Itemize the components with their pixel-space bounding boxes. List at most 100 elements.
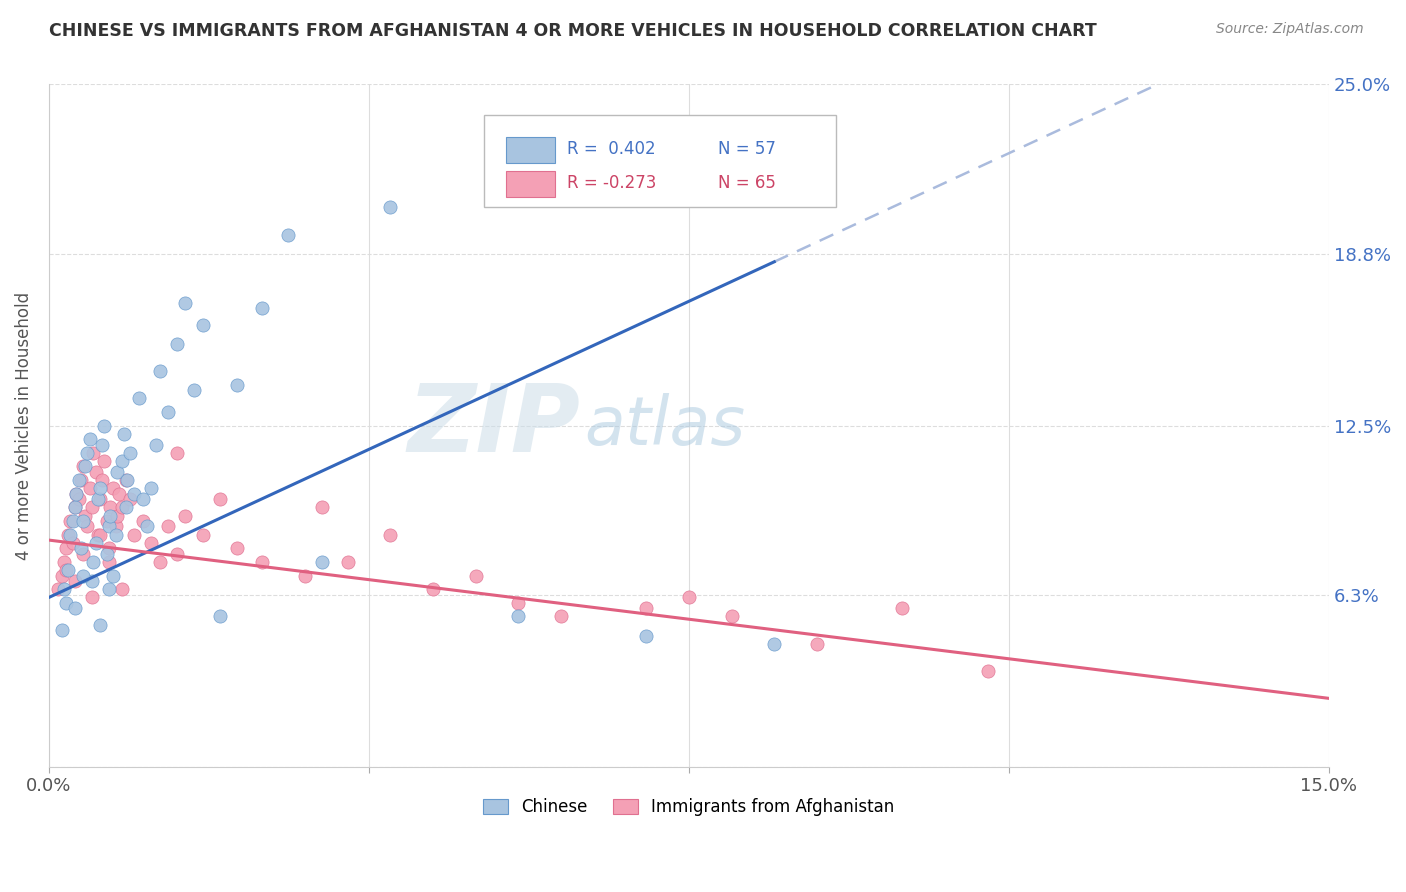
Bar: [506, 171, 554, 197]
Point: [132, 492, 155, 507]
Point: [89, 492, 111, 507]
Point: [311, 500, 333, 515]
Point: [208, 492, 231, 507]
Point: [141, 536, 163, 550]
Point: [80, 574, 103, 588]
Point: [80, 591, 103, 605]
Point: [89, 481, 111, 495]
Point: [55, 596, 77, 610]
Point: [76, 446, 98, 460]
Point: [89, 617, 111, 632]
Point: [183, 383, 205, 397]
Point: [93, 418, 115, 433]
Point: [63, 601, 86, 615]
Point: [166, 547, 188, 561]
Point: [97, 519, 120, 533]
Point: [105, 508, 128, 523]
Point: [82, 446, 104, 460]
Point: [336, 555, 359, 569]
Point: [118, 492, 141, 507]
Point: [149, 364, 172, 378]
Text: N = 65: N = 65: [718, 174, 776, 193]
Point: [70, 541, 93, 556]
Point: [90, 473, 112, 487]
Point: [508, 609, 530, 624]
Point: [101, 481, 124, 495]
Point: [136, 519, 159, 533]
Text: ZIP: ZIP: [408, 379, 581, 472]
Point: [110, 582, 132, 597]
Bar: [506, 137, 554, 163]
Y-axis label: 4 or more Vehicles in Household: 4 or more Vehicles in Household: [15, 292, 32, 559]
Point: [70, 473, 93, 487]
Point: [72, 514, 94, 528]
Point: [294, 568, 316, 582]
Point: [84, 536, 107, 550]
Point: [72, 459, 94, 474]
Text: N = 57: N = 57: [718, 140, 776, 158]
Text: R =  0.402: R = 0.402: [568, 140, 657, 158]
Point: [141, 481, 163, 495]
Point: [636, 601, 658, 615]
Point: [174, 508, 197, 523]
Point: [464, 568, 486, 582]
Point: [636, 629, 658, 643]
Point: [46, 582, 69, 597]
Point: [80, 500, 103, 515]
Point: [149, 555, 172, 569]
Point: [720, 609, 742, 624]
Point: [252, 555, 274, 569]
Point: [225, 541, 247, 556]
Point: [114, 500, 136, 515]
Point: [806, 637, 828, 651]
Point: [114, 473, 136, 487]
Point: [82, 555, 104, 569]
Point: [51, 568, 73, 582]
Point: [55, 541, 77, 556]
Point: [62, 514, 84, 528]
Point: [67, 492, 90, 507]
Text: R = -0.273: R = -0.273: [568, 174, 657, 193]
Point: [105, 465, 128, 479]
Point: [380, 527, 402, 541]
Point: [380, 200, 402, 214]
Point: [110, 454, 132, 468]
Point: [96, 547, 118, 561]
Point: [56, 563, 79, 577]
Point: [157, 405, 180, 419]
Point: [422, 582, 444, 597]
Point: [59, 514, 82, 528]
Point: [225, 377, 247, 392]
Point: [51, 623, 73, 637]
Point: [76, 519, 98, 533]
Point: [166, 446, 188, 460]
Legend: Chinese, Immigrants from Afghanistan: Chinese, Immigrants from Afghanistan: [477, 792, 901, 823]
Point: [87, 527, 110, 541]
Point: [166, 336, 188, 351]
Point: [65, 486, 87, 500]
Point: [53, 582, 76, 597]
Point: [976, 664, 998, 678]
Point: [132, 514, 155, 528]
Point: [96, 514, 118, 528]
Point: [97, 582, 120, 597]
Point: [104, 527, 127, 541]
Point: [124, 486, 146, 500]
Point: [110, 500, 132, 515]
Point: [191, 527, 214, 541]
Point: [55, 563, 77, 577]
Point: [112, 426, 135, 441]
Point: [891, 601, 914, 615]
Point: [62, 536, 84, 550]
Point: [174, 295, 197, 310]
Point: [90, 437, 112, 451]
Point: [59, 527, 82, 541]
Point: [763, 637, 786, 651]
Point: [508, 596, 530, 610]
Point: [67, 473, 90, 487]
Point: [108, 486, 131, 500]
Point: [65, 486, 87, 500]
Point: [100, 500, 122, 515]
Point: [550, 609, 572, 624]
Point: [72, 568, 94, 582]
